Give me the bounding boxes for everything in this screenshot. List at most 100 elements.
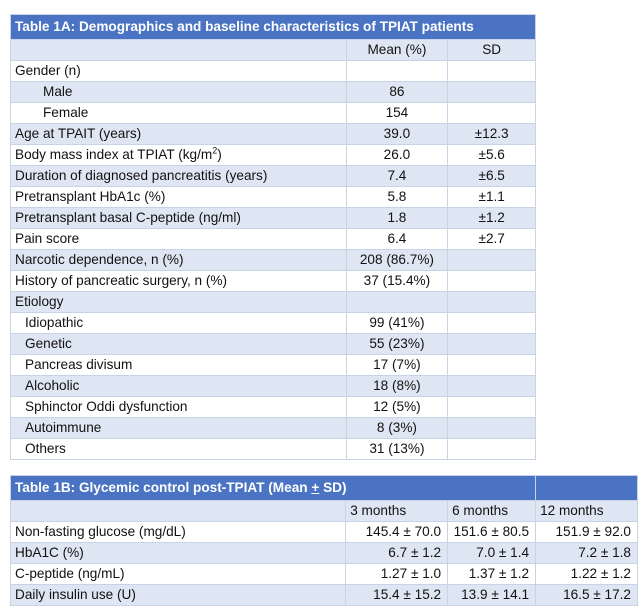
row-3-months: 6.7 ± 1.2 (345, 542, 449, 564)
column-header-sd: SD (447, 39, 536, 61)
table-row: C-peptide (ng/mL) 1.27 ± 1.0 1.37 ± 1.2 … (9, 563, 638, 585)
row-mean: 7.4 (345, 165, 449, 187)
row-sd: ±1.2 (447, 207, 536, 229)
row-label: Pancreas divisum (10, 354, 347, 376)
row-mean (345, 60, 449, 82)
row-label: Body mass index at TPIAT (kg/m2) (10, 144, 347, 166)
column-header-mean: Mean (%) (345, 39, 449, 61)
column-header-3-months: 3 months (345, 500, 449, 522)
row-sd (447, 81, 536, 103)
row-sd: ±1.1 (447, 186, 536, 208)
row-mean: 154 (345, 102, 449, 124)
table-1a-title-row: Table 1A: Demographics and baseline char… (10, 14, 536, 40)
row-mean: 86 (345, 81, 449, 103)
row-sd: ±12.3 (447, 123, 536, 145)
row-label: Autoimmune (10, 417, 347, 439)
table-row: Narcotic dependence, n (%) 208 (86.7%) (10, 249, 536, 271)
row-mean: 55 (23%) (345, 333, 449, 355)
row-label: Female (10, 102, 347, 124)
row-sd (447, 333, 536, 355)
row-label: Etiology (10, 291, 347, 313)
row-label: Daily insulin use (U) (9, 584, 347, 606)
row-sd (447, 249, 536, 271)
row-label: Pretransplant basal C-peptide (ng/ml) (10, 207, 347, 229)
row-mean: 17 (7%) (345, 354, 449, 376)
table-1b-title-text: Table 1B: Glycemic control post-TPIAT (M… (15, 480, 312, 495)
table-row: Male 86 (10, 81, 536, 103)
title-extension-cell (535, 475, 638, 501)
row-label: C-peptide (ng/mL) (9, 563, 347, 585)
row-sd (447, 60, 536, 82)
row-sd: ±5.6 (447, 144, 536, 166)
row-mean: 99 (41%) (345, 312, 449, 334)
row-sd: ±6.5 (447, 165, 536, 187)
table-1b-header-row: 3 months 6 months 12 months (9, 500, 638, 522)
row-mean: 12 (5%) (345, 396, 449, 418)
table-row: Non-fasting glucose (mg/dL) 145.4 ± 70.0… (9, 521, 638, 543)
table-row: Genetic 55 (23%) (10, 333, 536, 355)
row-6-months: 7.0 ± 1.4 (447, 542, 537, 564)
row-label: Gender (n) (10, 60, 347, 82)
row-sd (447, 396, 536, 418)
table-1b-title: Table 1B: Glycemic control post-TPIAT (M… (9, 475, 537, 501)
row-sd (447, 291, 536, 313)
header-blank-cell (10, 39, 347, 61)
table-row: Etiology (10, 291, 536, 313)
column-header-6-months: 6 months (447, 500, 537, 522)
header-blank-cell (9, 500, 347, 522)
row-mean: 31 (13%) (345, 438, 449, 460)
table-row: Sphinctor Oddi dysfunction 12 (5%) (10, 396, 536, 418)
row-mean: 26.0 (345, 144, 449, 166)
table-1a-title: Table 1A: Demographics and baseline char… (10, 14, 536, 40)
row-6-months: 13.9 ± 14.1 (447, 584, 537, 606)
row-label: HbA1C (%) (9, 542, 347, 564)
row-sd (447, 438, 536, 460)
table-row: Age at TPAIT (years) 39.0 ±12.3 (10, 123, 536, 145)
row-sd (447, 354, 536, 376)
row-label: Non-fasting glucose (mg/dL) (9, 521, 347, 543)
row-label: History of pancreatic surgery, n (%) (10, 270, 347, 292)
row-sd (447, 417, 536, 439)
table-row: Pancreas divisum 17 (7%) (10, 354, 536, 376)
row-12-months: 151.9 ± 92.0 (535, 521, 638, 543)
row-3-months: 15.4 ± 15.2 (345, 584, 449, 606)
table-row: Female 154 (10, 102, 536, 124)
row-label: Others (10, 438, 347, 460)
row-6-months: 151.6 ± 80.5 (447, 521, 537, 543)
table-1a-header-row: Mean (%) SD (10, 39, 536, 61)
row-label: Pretransplant HbA1c (%) (10, 186, 347, 208)
table-row: Pain score 6.4 ±2.7 (10, 228, 536, 250)
row-sd (447, 102, 536, 124)
row-label: Idiopathic (10, 312, 347, 334)
table-1a: Table 1A: Demographics and baseline char… (10, 14, 536, 460)
row-sd (447, 375, 536, 397)
table-row: Pretransplant basal C-peptide (ng/ml) 1.… (10, 207, 536, 229)
row-mean: 39.0 (345, 123, 449, 145)
table-1b: Table 1B: Glycemic control post-TPIAT (M… (9, 475, 638, 606)
row-12-months: 1.22 ± 1.2 (535, 563, 638, 585)
row-label: Alcoholic (10, 375, 347, 397)
row-mean: 1.8 (345, 207, 449, 229)
row-label: Sphinctor Oddi dysfunction (10, 396, 347, 418)
table-row: Pretransplant HbA1c (%) 5.8 ±1.1 (10, 186, 536, 208)
row-mean: 5.8 (345, 186, 449, 208)
row-label: Narcotic dependence, n (%) (10, 249, 347, 271)
table-row: History of pancreatic surgery, n (%) 37 … (10, 270, 536, 292)
column-header-12-months: 12 months (535, 500, 638, 522)
row-label: Genetic (10, 333, 347, 355)
row-mean: 6.4 (345, 228, 449, 250)
row-12-months: 7.2 ± 1.8 (535, 542, 638, 564)
row-label: Duration of diagnosed pancreatitis (year… (10, 165, 347, 187)
table-row: Gender (n) (10, 60, 536, 82)
row-sd (447, 312, 536, 334)
row-label: Male (10, 81, 347, 103)
table-row: Duration of diagnosed pancreatitis (year… (10, 165, 536, 187)
row-mean (345, 291, 449, 313)
table-row: Daily insulin use (U) 15.4 ± 15.2 13.9 ±… (9, 584, 638, 606)
table-row: Idiopathic 99 (41%) (10, 312, 536, 334)
row-3-months: 145.4 ± 70.0 (345, 521, 449, 543)
table-1b-title-row: Table 1B: Glycemic control post-TPIAT (M… (9, 475, 638, 501)
table-1b-title-end: SD) (319, 480, 347, 495)
row-6-months: 1.37 ± 1.2 (447, 563, 537, 585)
row-mean: 18 (8%) (345, 375, 449, 397)
